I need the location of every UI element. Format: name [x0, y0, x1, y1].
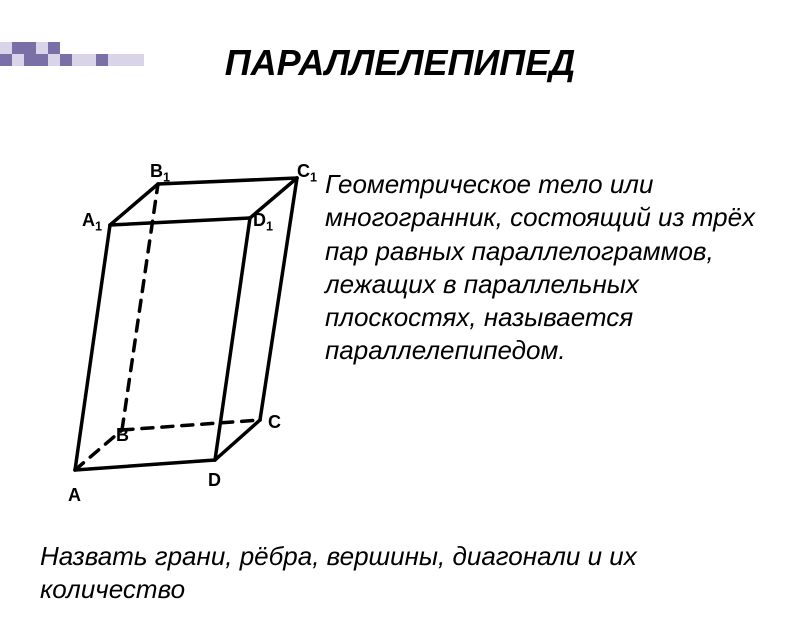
label-A: A: [68, 485, 81, 506]
label-D: D: [208, 470, 221, 491]
label-C1: C1: [297, 161, 317, 185]
parallelepiped-diagram: B1 C1 A1 D1 B C D A: [30, 150, 330, 520]
label-C: C: [268, 412, 281, 433]
label-B: B: [116, 425, 129, 446]
task-text: Назвать грани, рёбра, вершины, диагонали…: [40, 540, 760, 607]
corner-decoration-icon: [0, 42, 160, 72]
content-area: B1 C1 A1 D1 B C D A Геометрическое тело …: [0, 150, 800, 520]
label-A1: A1: [82, 210, 102, 234]
definition-text: Геометрическое тело или многогранник, со…: [325, 168, 775, 368]
label-B1: B1: [150, 161, 170, 185]
parallelepiped-svg: [30, 150, 330, 510]
label-D1: D1: [253, 210, 273, 234]
